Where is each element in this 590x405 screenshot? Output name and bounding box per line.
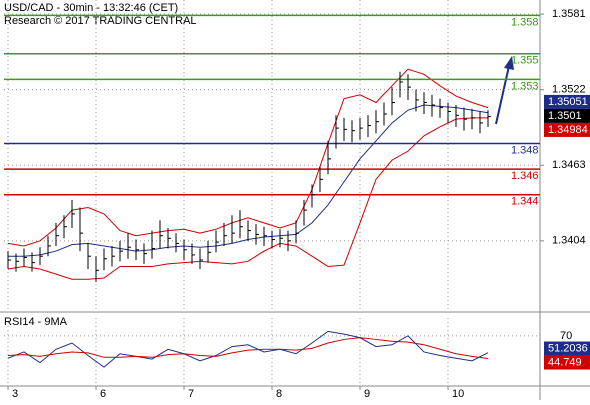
price-tag-label: 1.34984 <box>548 124 588 136</box>
y-tick-label: 1.3581 <box>552 8 586 20</box>
price-tag-label: 1.35051 <box>548 96 588 108</box>
price-tag-box <box>544 94 590 109</box>
price-tag-label: 1.3501 <box>548 110 582 122</box>
level-label: 1.346 <box>511 170 539 182</box>
x-tick-label: 3 <box>12 388 18 400</box>
y-tick-label: 1.3463 <box>552 159 586 171</box>
indicator-line <box>7 337 489 359</box>
x-tick-label: 10 <box>452 388 464 400</box>
y-tick-label: 1.3404 <box>552 235 586 247</box>
price-tag-label: 44.749 <box>548 356 582 368</box>
price-tag-label: 51.2036 <box>548 342 588 354</box>
y-tick-label: 70 <box>560 330 572 342</box>
indicator-line <box>7 68 489 247</box>
x-tick-label: 6 <box>100 388 106 400</box>
forecast-arrow <box>495 56 514 125</box>
indicator-line <box>7 330 489 368</box>
x-tick-label: 9 <box>364 388 370 400</box>
chart-credit: Research © 2017 TRADING CENTRAL <box>4 15 197 27</box>
price-tag-box <box>544 341 590 356</box>
level-label: 1.353 <box>511 80 539 92</box>
price-tag-box <box>544 355 590 370</box>
level-label: 1.348 <box>511 144 539 156</box>
arrow-head <box>504 56 514 70</box>
level-label: 1.358 <box>511 16 539 28</box>
rsi-title: RSI14 - 9MA <box>4 316 68 328</box>
x-tick-label: 7 <box>188 388 194 400</box>
x-tick-label: 8 <box>276 388 282 400</box>
arrow-shaft <box>495 65 510 125</box>
price-tag-box <box>544 122 590 137</box>
chart-title: USD/CAD - 30min - 13:32:46 (CET) <box>4 2 178 14</box>
y-tick-label: 1.3522 <box>552 84 586 96</box>
price-tag-box <box>544 108 590 123</box>
level-label: 1.344 <box>511 196 539 208</box>
indicator-line <box>7 117 488 280</box>
level-label: 1.355 <box>511 55 539 67</box>
